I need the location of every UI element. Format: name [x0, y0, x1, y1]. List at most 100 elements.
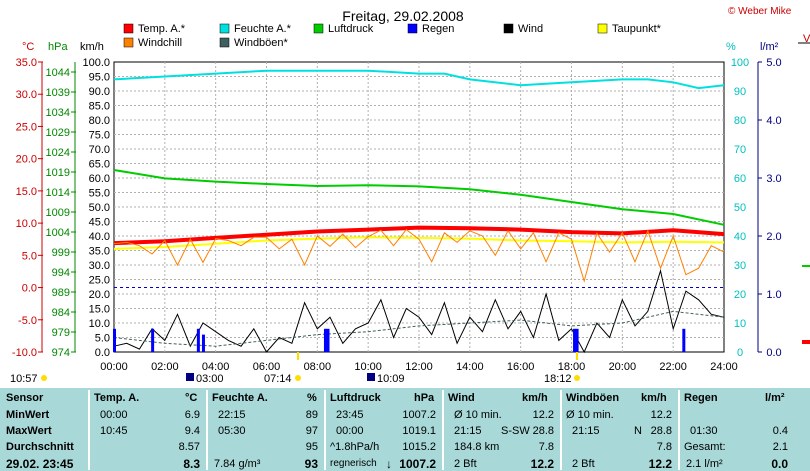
wind-max-time: 21:15: [454, 425, 482, 437]
temp-tick: -5.0: [18, 315, 37, 327]
legend-swatch: [123, 37, 134, 48]
legend: Temp. A.* Feuchte A.* Luftdruck Regen Wind Ta…: [123, 23, 662, 49]
press-tick: 1004: [46, 227, 70, 239]
cutoff-label: V: [803, 33, 810, 45]
press-tick: 1024: [46, 147, 70, 159]
temp-unit: °C: [22, 41, 34, 53]
temp-current-value: 8.3: [183, 457, 200, 471]
rain-bar: [573, 328, 577, 352]
hum-header: Feuchte A.: [212, 392, 268, 404]
press-down-arrow-icon: ↓: [386, 457, 392, 471]
hum-tick: 80: [734, 115, 746, 127]
press-min-value: 1007.2: [402, 409, 436, 421]
press-tick: 1019: [46, 167, 70, 179]
press-current-value: 1007.2: [399, 457, 436, 471]
rain-bar: [323, 328, 327, 352]
moon-time-label: 03:00: [196, 373, 224, 385]
temp-max-time: 10:45: [100, 425, 128, 437]
legend-label: Windböen*: [234, 37, 289, 49]
wind-avg-label: Ø 10 min.: [454, 409, 502, 421]
x-tick: 10:00: [354, 361, 382, 373]
wind-tick: 30.0: [89, 260, 110, 272]
gust-beaufort: 2 Bft: [572, 458, 595, 470]
temp-avg-value: 8.57: [178, 441, 200, 453]
legend-swatch: [219, 37, 230, 48]
temp-tick: 15.0: [16, 186, 37, 198]
press-tick: 974: [52, 347, 70, 359]
wind-tick: 75.0: [89, 130, 110, 142]
wind-tick: 10.0: [89, 318, 110, 330]
rain-bar: [151, 328, 155, 352]
rain-bar: [682, 328, 686, 352]
x-tick: 12:00: [405, 361, 433, 373]
gust-avg10-value: 12.2: [650, 409, 672, 421]
x-tick: 04:00: [202, 361, 230, 373]
gust-avg-label: Ø 10 min.: [566, 409, 614, 421]
x-tick: 20:00: [609, 361, 637, 373]
divider: [324, 390, 326, 470]
press-trend: ^1.8hPa/h: [330, 441, 380, 453]
hum-tick: 0: [737, 347, 743, 359]
wind-tick: 0.0: [95, 347, 110, 359]
wind-tick: 20.0: [89, 289, 110, 301]
x-tick: 16:00: [507, 361, 535, 373]
rain-header: Regen: [684, 392, 718, 404]
sun-icon: [295, 375, 301, 381]
wind-tick: 85.0: [89, 101, 110, 113]
wind-tick: 35.0: [89, 246, 110, 258]
temp-unit: °C: [185, 392, 198, 404]
legend-swatch: [407, 23, 418, 34]
series-line: [113, 236, 725, 250]
rain-day-total: 2.1 l/m²: [686, 458, 723, 470]
hum-max-time: 05:30: [218, 425, 246, 437]
sunrise-edge-label: 10:57: [10, 373, 38, 385]
rain-unit: l/m²: [760, 41, 779, 53]
wind-tick: 55.0: [89, 188, 110, 200]
sun-icon: [574, 375, 580, 381]
rain-tick: 3.0: [766, 173, 781, 185]
press-tick: 1014: [46, 187, 70, 199]
rain-bar: [196, 328, 200, 352]
x-tick: 08:00: [304, 361, 332, 373]
axes: °C hPa km/h% l/m² 35.0 30.0 25.0 20.0 15.0 10.0 5.…: [12, 33, 810, 373]
temp-tick: 35.0: [16, 57, 37, 69]
legend-label: Wind: [518, 23, 543, 35]
temp-min-value: 6.9: [184, 409, 200, 421]
divider: [442, 390, 444, 470]
rain-tick: 1.0: [766, 289, 781, 301]
press-tick: 1029: [46, 127, 70, 139]
chart-title: Freitag, 29.02.2008: [342, 8, 464, 24]
wind-tick: 80.0: [89, 115, 110, 127]
press-tick: 1044: [46, 67, 70, 79]
hum-tick: 60: [734, 173, 746, 185]
wind-tick: 95.0: [89, 72, 110, 84]
legend-swatch: [313, 23, 324, 34]
legend-swatch: [597, 23, 608, 34]
press-avg-value: 1015.2: [402, 441, 436, 453]
temp-tick: 30.0: [16, 89, 37, 101]
series-line: [113, 169, 725, 226]
wind-tick: 40.0: [89, 231, 110, 243]
series-line: [113, 69, 725, 90]
legend-label: Regen: [422, 23, 454, 35]
hum-avg-value: 95: [305, 441, 318, 453]
wind-beaufort: 2 Bft: [454, 458, 477, 470]
press-tick: 989: [52, 287, 70, 299]
rain-bar: [575, 328, 579, 352]
press-max-time: 00:00: [336, 425, 364, 437]
wind-header: Wind: [448, 392, 475, 404]
sun-moon-marks: 10:57 03:00 07:14 10:09 18:12: [10, 352, 580, 385]
sunset-label: 18:12: [544, 373, 572, 385]
max-row-label: MaxWert: [6, 425, 52, 437]
legend-label: Feuchte A.*: [234, 23, 292, 35]
wind-tick: 65.0: [89, 159, 110, 171]
gust-unit: km/h: [641, 392, 667, 404]
gust-avg-value: 7.8: [656, 441, 672, 453]
x-tick: 06:00: [253, 361, 281, 373]
series-line: [113, 228, 725, 283]
x-tick: 14:00: [456, 361, 484, 373]
copyright-label: © Weber Mike: [728, 6, 792, 17]
rain-tick: 2.0: [766, 231, 781, 243]
hum-tick: 50: [734, 202, 746, 214]
temp-tick: 0.0: [22, 283, 37, 295]
